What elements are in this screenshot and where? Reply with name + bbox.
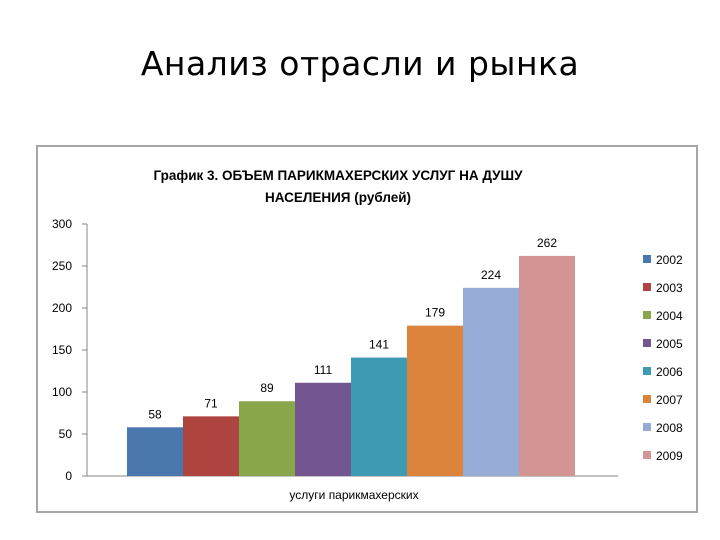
data-label-2009: 262	[537, 236, 557, 250]
y-tick-label: 250	[52, 259, 72, 273]
legend-label-2002: 2002	[656, 253, 683, 267]
slide-title: Анализ отрасли и рынка	[140, 44, 580, 83]
data-label-2007: 179	[425, 306, 445, 320]
legend-label-2004: 2004	[656, 309, 683, 323]
bar-2005	[295, 382, 351, 476]
x-axis-label: услуги парикмахерских	[289, 488, 418, 502]
data-label-2005: 111	[314, 363, 333, 377]
bar-2009	[519, 255, 575, 476]
legend-swatch-2003	[643, 283, 651, 291]
legend-label-2008: 2008	[656, 421, 683, 435]
legend-swatch-2002	[643, 255, 651, 263]
legend-swatch-2009	[643, 451, 651, 459]
bar-2004	[239, 401, 295, 476]
bar-2006	[351, 357, 407, 476]
data-label-2008: 224	[481, 268, 501, 282]
legend-label-2009: 2009	[656, 449, 683, 463]
y-tick-label: 50	[59, 427, 73, 441]
legend-swatch-2006	[643, 367, 651, 375]
y-tick-label: 100	[52, 385, 72, 399]
y-tick-label: 300	[52, 217, 72, 231]
legend-label-2006: 2006	[656, 365, 683, 379]
data-label-2003: 71	[204, 396, 218, 410]
data-label-2006: 141	[369, 338, 389, 352]
bar-2008	[463, 287, 519, 476]
legend-swatch-2008	[643, 423, 651, 431]
data-label-2004: 89	[260, 381, 274, 395]
chart-title-line1: График 3. ОБЪЕМ ПАРИКМАХЕРСКИХ УСЛУГ НА …	[154, 168, 524, 183]
legend-label-2007: 2007	[656, 393, 683, 407]
y-tick-label: 150	[52, 343, 72, 357]
legend-swatch-2007	[643, 395, 651, 403]
data-label-2002: 58	[148, 407, 162, 421]
chart-frame: График 3. ОБЪЕМ ПАРИКМАХЕРСКИХ УСЛУГ НА …	[36, 145, 698, 513]
bar-2003	[183, 416, 239, 476]
legend-swatch-2005	[643, 339, 651, 347]
legend-label-2005: 2005	[656, 337, 683, 351]
y-tick-label: 200	[52, 301, 72, 315]
legend-swatch-2004	[643, 311, 651, 319]
bar-2007	[407, 325, 463, 476]
y-tick-label: 0	[65, 469, 72, 483]
bar-2002	[127, 427, 183, 476]
chart-title-line2: НАСЕЛЕНИЯ (рублей)	[265, 190, 411, 205]
bar-chart: График 3. ОБЪЕМ ПАРИКМАХЕРСКИХ УСЛУГ НА …	[52, 168, 683, 502]
legend-label-2003: 2003	[656, 281, 683, 295]
